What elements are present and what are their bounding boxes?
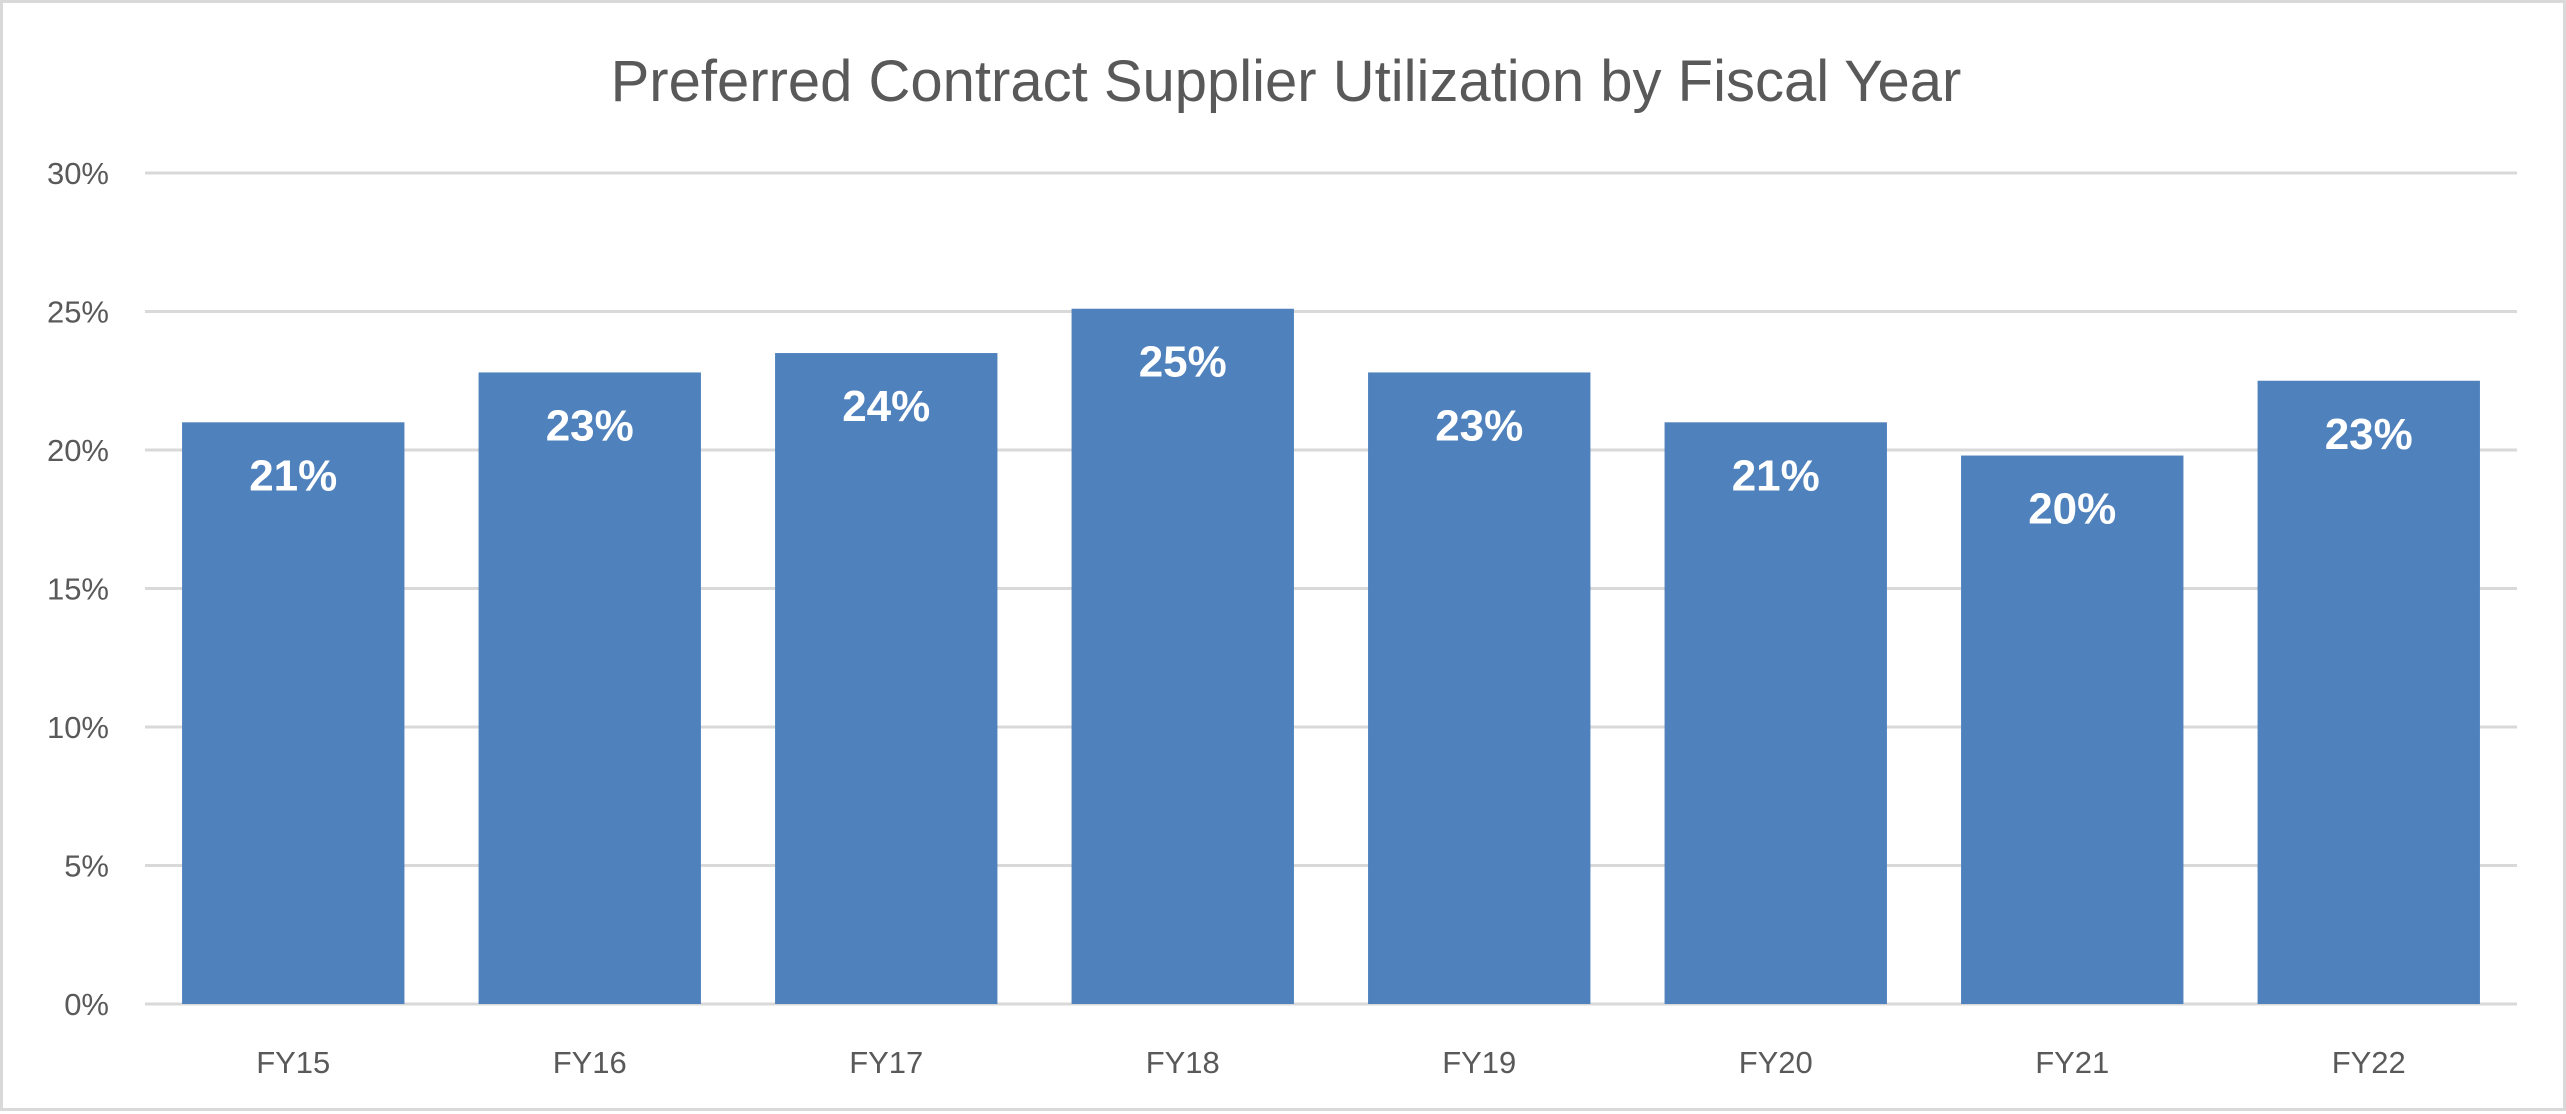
x-tick-label: FY21 bbox=[2035, 1045, 2109, 1080]
x-tick-label: FY16 bbox=[553, 1045, 627, 1080]
data-label: 21% bbox=[1732, 451, 1820, 500]
y-tick-label: 20% bbox=[47, 433, 109, 468]
data-label: 23% bbox=[2325, 410, 2413, 459]
bar-fy17 bbox=[775, 353, 998, 1004]
y-tick-label: 25% bbox=[47, 295, 109, 330]
chart-title: Preferred Contract Supplier Utilization … bbox=[611, 49, 1962, 114]
x-tick-label: FY17 bbox=[849, 1045, 923, 1080]
y-tick-label: 30% bbox=[47, 156, 109, 191]
data-label: 24% bbox=[842, 382, 930, 431]
x-tick-label: FY15 bbox=[256, 1045, 330, 1080]
data-label: 25% bbox=[1139, 338, 1227, 387]
y-tick-label: 0% bbox=[64, 987, 109, 1022]
data-label: 20% bbox=[2028, 485, 2116, 534]
bar-fy22 bbox=[2257, 380, 2480, 1004]
x-tick-label: FY20 bbox=[1739, 1045, 1813, 1080]
bar-fy20 bbox=[1664, 422, 1887, 1004]
y-tick-label: 15% bbox=[47, 572, 109, 607]
y-tick-label: 5% bbox=[64, 849, 109, 884]
bar-fy16 bbox=[478, 372, 701, 1004]
bar-fy18 bbox=[1071, 308, 1294, 1005]
x-tick-label: FY18 bbox=[1146, 1045, 1220, 1080]
bar-fy21 bbox=[1961, 455, 2184, 1004]
data-label: 23% bbox=[546, 401, 634, 450]
bar-fy15 bbox=[182, 422, 405, 1004]
data-label: 23% bbox=[1435, 401, 1523, 450]
data-label: 21% bbox=[249, 451, 337, 500]
y-tick-label: 10% bbox=[47, 710, 109, 745]
x-tick-label: FY19 bbox=[1442, 1045, 1516, 1080]
x-tick-label: FY22 bbox=[2332, 1045, 2406, 1080]
bar-chart: Preferred Contract Supplier Utilization … bbox=[47, 49, 2517, 1080]
bar-fy19 bbox=[1368, 372, 1591, 1004]
